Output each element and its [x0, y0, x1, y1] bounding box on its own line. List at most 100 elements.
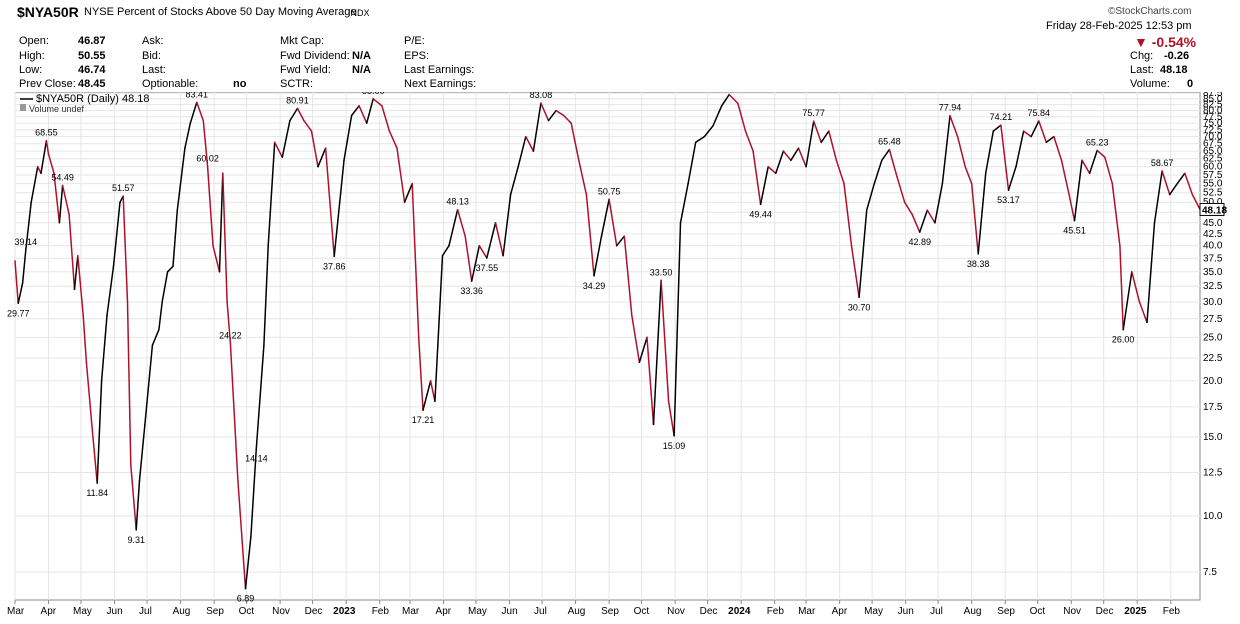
annotation-label: 65.23: [1086, 137, 1109, 147]
series-segment: [1138, 301, 1148, 324]
open-label: Open:: [19, 35, 49, 47]
series-segment: [296, 107, 305, 122]
y-tick-label: 20.0: [1203, 376, 1223, 387]
y-tick-label: 87.5: [1203, 92, 1223, 99]
annotation-label: 51.57: [112, 183, 135, 193]
annotation-label: 83.08: [530, 92, 553, 100]
chg-value: -0.26: [1164, 50, 1190, 62]
series-segment: [333, 159, 345, 258]
x-tick-label: Feb: [372, 606, 390, 617]
y-tick-label: 50.0: [1203, 197, 1223, 208]
annotation-label: 42.89: [908, 237, 931, 247]
annotation-label: 75.77: [802, 108, 825, 118]
percent-change: ▼ -0.54%: [1134, 34, 1196, 50]
series-segment: [797, 147, 807, 168]
series-segment: [970, 182, 979, 255]
y-tick-label: 37.5: [1203, 253, 1223, 264]
series-segment: [896, 175, 906, 203]
series-segment: [1015, 130, 1025, 168]
y-tick-label: 30.0: [1203, 297, 1223, 308]
series-segment: [144, 344, 154, 426]
series-line: [14, 93, 1201, 590]
last-value-box: [1199, 202, 1225, 216]
series-segment: [281, 119, 291, 158]
series-segment: [600, 198, 610, 237]
annotation-label: 29.77: [7, 308, 30, 318]
series-segment: [918, 209, 929, 233]
series-segment: [350, 105, 360, 117]
series-segment: [703, 125, 714, 138]
series-segment: [956, 135, 966, 168]
series-segment: [820, 130, 830, 144]
series-segment: [608, 198, 618, 247]
volume-value: 0: [1187, 78, 1194, 90]
series-segment: [737, 102, 747, 132]
grid-lines: [14, 92, 1200, 600]
brand-logo[interactable]: ©StockCharts.com: [1108, 6, 1192, 17]
series-segment: [388, 130, 398, 149]
plot-frame: [14, 91, 1201, 601]
fwd-dividend-value: N/A: [352, 50, 371, 62]
series-segment: [593, 235, 603, 277]
x-tick-label: Sep: [601, 606, 619, 617]
series-segment: [303, 119, 313, 132]
series-segment: [1068, 193, 1076, 222]
series-segment: [865, 182, 876, 211]
quote-header: $NYA50R NYSE Percent of Stocks Above 50 …: [0, 0, 1240, 92]
x-tick-label: Nov: [667, 606, 685, 617]
series-segment: [790, 147, 800, 162]
series-segment: [226, 301, 232, 345]
series-segment: [1161, 170, 1171, 196]
x-tick-label: Apr: [436, 606, 452, 617]
x-tick-label: Feb: [1163, 606, 1181, 617]
series-segment: [1176, 172, 1186, 185]
y-tick-label: 42.5: [1203, 229, 1223, 240]
x-tick-label: Feb: [767, 606, 785, 617]
price-chart[interactable]: 7.5 10.0 12.5 15.0 17.5 20.0 22.5 25.0 27.5 30.0 3…: [0, 82, 1240, 619]
annotation-label: 6.89: [237, 594, 255, 604]
low-label: Low:: [19, 64, 43, 76]
series-segment: [585, 193, 595, 277]
series-segment: [667, 400, 675, 437]
series-segment: [250, 447, 258, 538]
y-tick-label: 10.0: [1203, 511, 1223, 522]
series-segment: [14, 260, 19, 305]
series-segment: [1060, 159, 1070, 196]
series-segment: [429, 380, 436, 403]
series-segment: [470, 244, 481, 282]
series-segment: [206, 165, 214, 247]
series-segment: [82, 314, 88, 364]
y-tick-label: 75.0: [1203, 118, 1223, 129]
date-time: Friday 28-Feb-2025 12:53 pm: [1046, 20, 1192, 32]
series-segment: [1081, 159, 1091, 175]
series-segment: [151, 328, 160, 347]
x-tick-label: Apr: [41, 606, 57, 617]
x-tick-label: Jul: [534, 606, 547, 617]
series-segment: [941, 114, 951, 185]
series-segment: [1146, 222, 1156, 324]
y-tick-label: 12.5: [1203, 468, 1223, 479]
series-segment: [532, 102, 542, 152]
annotation-label: 83.41: [186, 92, 209, 99]
series-segment: [631, 314, 641, 364]
y-tick-label: 60.0: [1203, 162, 1223, 173]
series-segment: [744, 130, 754, 152]
series-segment: [478, 244, 488, 259]
series-segment: [310, 130, 319, 168]
legend: $NYA50R (Daily) 48.18 Volume undef: [20, 93, 150, 114]
series-segment: [1073, 159, 1083, 222]
series-segment: [509, 165, 519, 196]
series-segment: [202, 119, 209, 168]
x-tick-label: Jul: [139, 606, 152, 617]
series-segment: [464, 235, 473, 282]
fwd-yield-label: Fwd Yield:: [280, 64, 331, 76]
series-segment: [96, 380, 103, 484]
series-segment: [775, 150, 785, 175]
y-tick-label: 52.5: [1203, 188, 1223, 199]
last-earnings-label: Last Earnings:: [404, 64, 475, 76]
x-tick-label: Sep: [206, 606, 224, 617]
y-tick-label: 7.5: [1203, 567, 1217, 578]
fwd-dividend-label: Fwd Dividend:: [280, 50, 350, 62]
series-segment: [926, 209, 936, 224]
next-earnings-label: Next Earnings:: [404, 78, 477, 90]
